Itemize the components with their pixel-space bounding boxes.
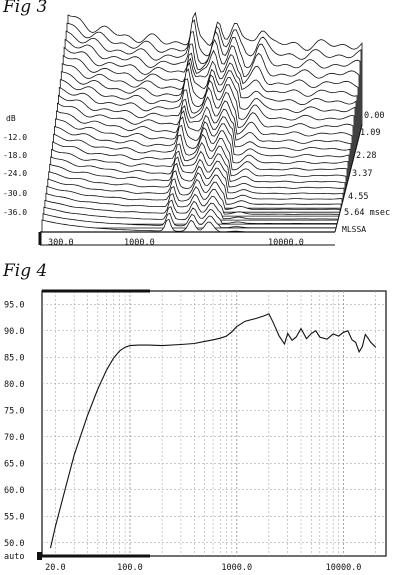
x-tick-label: 300.0	[48, 238, 74, 248]
fig4-label: Fig 4	[3, 261, 48, 281]
x-tick-label: 100.0	[117, 563, 143, 573]
waterfall-chart: dB -12.0 -18.0 -24.0 -30.0 -36.0 300.0 1000.0 10…	[3, 11, 390, 248]
time-tick-label: 4.55	[348, 192, 368, 202]
y-tick-label: -36.0	[3, 208, 27, 217]
waterfall-slice	[42, 212, 337, 229]
y-tick-label: 55.0	[4, 512, 24, 522]
y-tick-label: 90.0	[4, 327, 24, 337]
mlssa-label: MLSSA	[342, 225, 366, 234]
time-tick-label: 0.00	[364, 111, 384, 121]
time-tick-label: 2.28	[356, 151, 376, 161]
x-tick-label: 1000.0	[221, 563, 252, 573]
x-tick-label: 10000.0	[268, 238, 304, 248]
auto-marker	[37, 552, 42, 560]
x-tick-label: 10000.0	[326, 563, 362, 573]
y-tick-label: 50.0	[4, 539, 24, 549]
time-tick-label: 1.09	[360, 128, 380, 138]
waterfall-slice	[43, 206, 338, 225]
x-tick-label: 20.0	[45, 563, 65, 573]
y-unit-label: dB	[6, 114, 16, 123]
y-tick-label: 65.0	[4, 459, 24, 469]
x-tick-label: 1000.0	[124, 238, 155, 248]
plot-frame	[41, 290, 387, 557]
time-tick-label: 3.37	[352, 169, 372, 179]
y-tick-label: 75.0	[4, 406, 24, 416]
y-tick-label: 95.0	[4, 300, 24, 310]
time-tick-label: 5.64 msec	[344, 208, 390, 218]
y-tick-label: -12.0	[3, 133, 27, 142]
y-tick-label: 60.0	[4, 486, 24, 496]
y-tick-label: -18.0	[3, 151, 27, 160]
y-tick-label: 85.0	[4, 353, 24, 363]
response-line	[49, 313, 377, 549]
time-axis-line	[334, 124, 363, 233]
y-tick-label: 80.0	[4, 380, 24, 390]
y-tick-label: -24.0	[3, 169, 27, 178]
fig3-label: Fig 3	[3, 0, 48, 17]
y-tick-label: -30.0	[3, 189, 27, 198]
y-tick-label: 70.0	[4, 433, 24, 443]
y-tick-label: auto	[4, 552, 24, 562]
